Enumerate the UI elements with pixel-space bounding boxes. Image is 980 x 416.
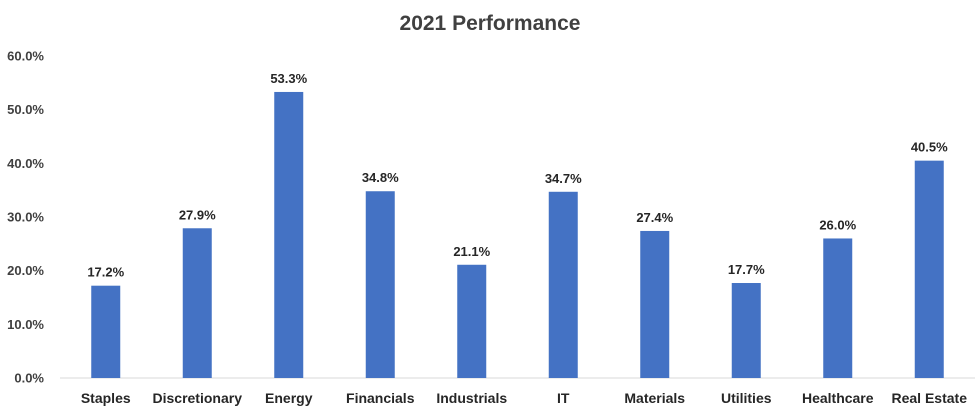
category-labels: Staples Discretionary Energy Financials Indu…	[81, 390, 967, 406]
data-label: 21.1%	[453, 244, 490, 259]
category-label: Staples	[81, 390, 131, 406]
category-label: IT	[557, 390, 570, 406]
y-axis-ticks: 0.0% 10.0% 20.0% 30.0% 40.0% 50.0% 60.0%	[7, 49, 44, 386]
data-labels: 17.2% 27.9% 53.3% 34.8% 21.1% 34.7% 27.4% 17.7%…	[87, 71, 948, 280]
category-label: Industrials	[436, 390, 507, 406]
data-label: 34.7%	[545, 171, 582, 186]
y-tick-label: 10.0%	[7, 317, 44, 332]
y-tick-label: 40.0%	[7, 156, 44, 171]
data-label: 26.0%	[819, 217, 856, 232]
category-label: Real Estate	[892, 390, 968, 406]
data-label: 40.5%	[911, 140, 948, 155]
bar	[91, 285, 121, 378]
bar	[731, 283, 761, 378]
category-label: Healthcare	[802, 390, 874, 406]
category-label: Financials	[346, 390, 415, 406]
bar	[365, 191, 395, 378]
category-label: Discretionary	[153, 390, 243, 406]
category-label: Utilities	[721, 390, 772, 406]
bar	[914, 160, 944, 378]
bar	[823, 238, 853, 378]
y-tick-label: 50.0%	[7, 102, 44, 117]
data-label: 17.7%	[728, 262, 765, 277]
bar	[457, 264, 487, 378]
data-label: 27.9%	[179, 207, 216, 222]
bar	[182, 228, 212, 378]
bar	[640, 230, 670, 378]
y-tick-label: 60.0%	[7, 49, 44, 64]
y-tick-label: 30.0%	[7, 210, 44, 225]
category-label: Energy	[265, 390, 313, 406]
bars	[91, 91, 944, 378]
category-label: Materials	[624, 390, 685, 406]
data-label: 27.4%	[636, 210, 673, 225]
bar	[548, 191, 578, 378]
y-tick-label: 0.0%	[14, 371, 44, 386]
y-tick-label: 20.0%	[7, 263, 44, 278]
data-label: 34.8%	[362, 170, 399, 185]
data-label: 53.3%	[270, 71, 307, 86]
data-label: 17.2%	[87, 265, 124, 280]
chart-title: 2021 Performance	[400, 12, 581, 35]
bar	[274, 91, 304, 378]
